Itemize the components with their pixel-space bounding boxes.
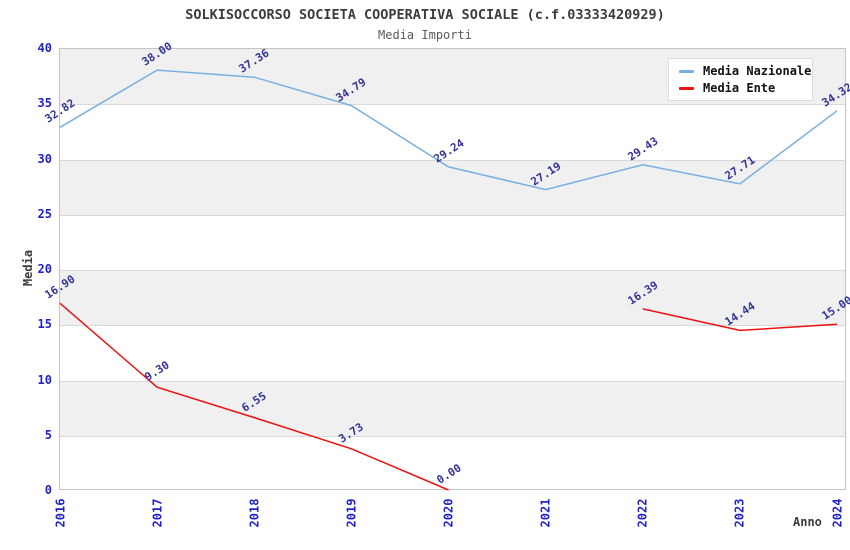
gridline <box>60 325 845 327</box>
x-tick-label: 2016 <box>53 498 67 528</box>
y-tick-label: 5 <box>44 427 52 442</box>
x-tick-label: 2019 <box>344 498 359 528</box>
gridline <box>60 435 845 437</box>
x-tick-label: 2018 <box>247 498 262 528</box>
gridline <box>60 214 845 216</box>
x-axis-title: Anno <box>793 515 822 529</box>
x-tick-label: 2021 <box>538 498 553 528</box>
legend: Media Nazionale Media Ente <box>668 58 813 101</box>
y-tick-label: 15 <box>37 317 52 332</box>
chart-title: SOLKISOCCORSO SOCIETA COOPERATIVA SOCIAL… <box>185 7 665 23</box>
gridline <box>60 270 845 271</box>
plot-area <box>59 48 846 490</box>
y-tick-label: 20 <box>37 262 52 276</box>
legend-item-ente: Media Ente <box>669 81 812 95</box>
gray-band <box>60 380 845 436</box>
y-tick-label: 10 <box>37 372 52 387</box>
gridline <box>60 104 845 106</box>
x-tick-label: 2023 <box>732 498 747 528</box>
y-tick-label: 25 <box>37 206 52 221</box>
x-tick-label: 2017 <box>150 498 165 528</box>
y-tick-label: 35 <box>37 96 52 111</box>
y-axis-title: Media <box>21 249 35 287</box>
legend-label: Media Nazionale <box>703 64 812 78</box>
gridline <box>60 380 845 382</box>
y-tick-label: 30 <box>37 151 52 166</box>
chart-subtitle: Media Importi <box>378 28 472 42</box>
x-tick-label: 2020 <box>441 498 456 528</box>
gridline <box>60 159 845 161</box>
y-tick-label: 40 <box>37 41 52 55</box>
legend-item-nazionale: Media Nazionale <box>669 64 812 78</box>
x-tick-label: 2024 <box>830 498 844 528</box>
nazionale-line-swatch-icon <box>679 69 694 73</box>
y-tick-label: 0 <box>44 483 52 497</box>
x-tick-label: 2022 <box>635 498 650 528</box>
ente-line-swatch-icon <box>679 86 694 90</box>
legend-label: Media Ente <box>703 81 776 95</box>
